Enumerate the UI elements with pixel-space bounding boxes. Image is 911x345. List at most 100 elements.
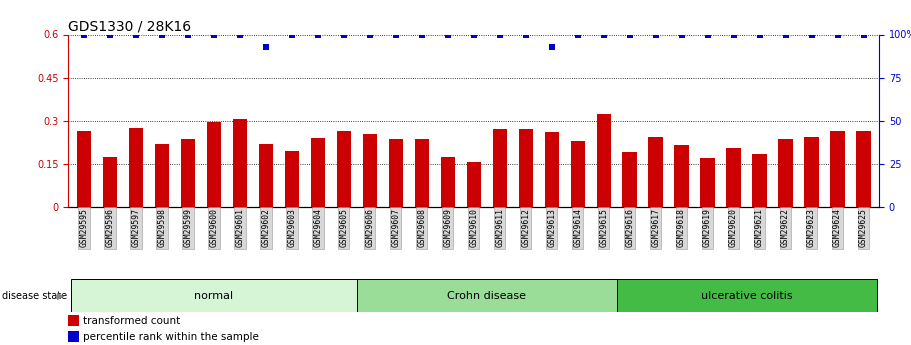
Text: GSM29598: GSM29598 — [158, 208, 167, 247]
Point — [466, 32, 481, 37]
Text: GSM29605: GSM29605 — [339, 208, 348, 247]
Text: GSM29625: GSM29625 — [859, 208, 868, 247]
Bar — [77, 131, 91, 207]
Text: GSM29606: GSM29606 — [365, 208, 374, 247]
Bar — [71, 279, 357, 312]
Bar — [518, 129, 533, 207]
Point — [232, 32, 247, 37]
Text: GSM29599: GSM29599 — [183, 208, 192, 247]
Bar — [389, 139, 403, 207]
Point — [545, 44, 559, 49]
Text: GSM29622: GSM29622 — [781, 208, 790, 247]
Text: GSM29600: GSM29600 — [210, 208, 219, 247]
Bar — [68, 315, 79, 326]
Point — [778, 32, 793, 37]
Bar — [466, 162, 481, 207]
Text: GSM29604: GSM29604 — [313, 208, 322, 247]
Point — [830, 32, 844, 37]
Bar — [128, 128, 143, 207]
Text: ▶: ▶ — [57, 291, 65, 301]
Text: GDS1330 / 28K16: GDS1330 / 28K16 — [68, 19, 191, 33]
Text: GSM29595: GSM29595 — [79, 208, 88, 247]
Bar — [415, 139, 429, 207]
Point — [440, 32, 455, 37]
Bar — [545, 132, 558, 207]
Text: GSM29614: GSM29614 — [573, 208, 582, 247]
Text: GSM29623: GSM29623 — [807, 208, 816, 247]
Text: Crohn disease: Crohn disease — [447, 291, 527, 301]
Point — [284, 32, 299, 37]
Text: transformed count: transformed count — [84, 316, 180, 326]
Point — [103, 32, 118, 37]
Point — [259, 44, 273, 49]
Bar — [103, 157, 117, 207]
Bar — [617, 279, 876, 312]
Bar — [831, 131, 844, 207]
Bar — [856, 131, 871, 207]
Text: GSM29624: GSM29624 — [833, 208, 842, 247]
Text: GSM29617: GSM29617 — [651, 208, 660, 247]
Point — [726, 32, 741, 37]
Text: GSM29619: GSM29619 — [703, 208, 712, 247]
Point — [336, 32, 351, 37]
Text: GSM29602: GSM29602 — [261, 208, 271, 247]
Text: GSM29616: GSM29616 — [625, 208, 634, 247]
Point — [311, 32, 325, 37]
Text: ulcerative colitis: ulcerative colitis — [701, 291, 793, 301]
Text: GSM29612: GSM29612 — [521, 208, 530, 247]
Point — [128, 32, 143, 37]
Point — [493, 32, 507, 37]
Bar — [804, 137, 819, 207]
Point — [804, 32, 819, 37]
Bar — [259, 144, 273, 207]
Text: GSM29607: GSM29607 — [391, 208, 400, 247]
Bar — [622, 152, 637, 207]
Bar — [155, 144, 169, 207]
Point — [570, 32, 585, 37]
Bar — [674, 145, 689, 207]
Point — [622, 32, 637, 37]
Text: GSM29608: GSM29608 — [417, 208, 426, 247]
Point — [155, 32, 169, 37]
Point — [388, 32, 403, 37]
Bar — [649, 137, 663, 207]
Bar — [701, 158, 715, 207]
Bar — [493, 129, 507, 207]
Text: GSM29615: GSM29615 — [599, 208, 609, 247]
Point — [363, 32, 377, 37]
Bar — [570, 141, 585, 207]
Bar — [357, 279, 617, 312]
Bar — [778, 139, 793, 207]
Point — [752, 32, 767, 37]
Bar — [180, 139, 195, 207]
Bar — [597, 114, 610, 207]
Text: percentile rank within the sample: percentile rank within the sample — [84, 333, 260, 342]
Text: GSM29611: GSM29611 — [496, 208, 504, 247]
Point — [701, 32, 715, 37]
Point — [597, 32, 611, 37]
Text: normal: normal — [194, 291, 233, 301]
Point — [674, 32, 689, 37]
Bar — [311, 138, 325, 207]
Bar — [207, 122, 221, 207]
Bar — [284, 151, 299, 207]
Bar — [68, 331, 79, 342]
Point — [856, 32, 871, 37]
Bar — [363, 134, 377, 207]
Text: GSM29620: GSM29620 — [729, 208, 738, 247]
Text: GSM29610: GSM29610 — [469, 208, 478, 247]
Bar — [337, 131, 351, 207]
Point — [77, 32, 91, 37]
Bar — [232, 119, 247, 207]
Point — [180, 32, 195, 37]
Text: GSM29618: GSM29618 — [677, 208, 686, 247]
Text: GSM29621: GSM29621 — [755, 208, 764, 247]
Text: disease state: disease state — [2, 291, 67, 301]
Text: GSM29601: GSM29601 — [235, 208, 244, 247]
Text: GSM29613: GSM29613 — [548, 208, 557, 247]
Point — [518, 32, 533, 37]
Text: GSM29603: GSM29603 — [287, 208, 296, 247]
Text: GSM29596: GSM29596 — [106, 208, 115, 247]
Bar — [441, 157, 455, 207]
Text: GSM29597: GSM29597 — [131, 208, 140, 247]
